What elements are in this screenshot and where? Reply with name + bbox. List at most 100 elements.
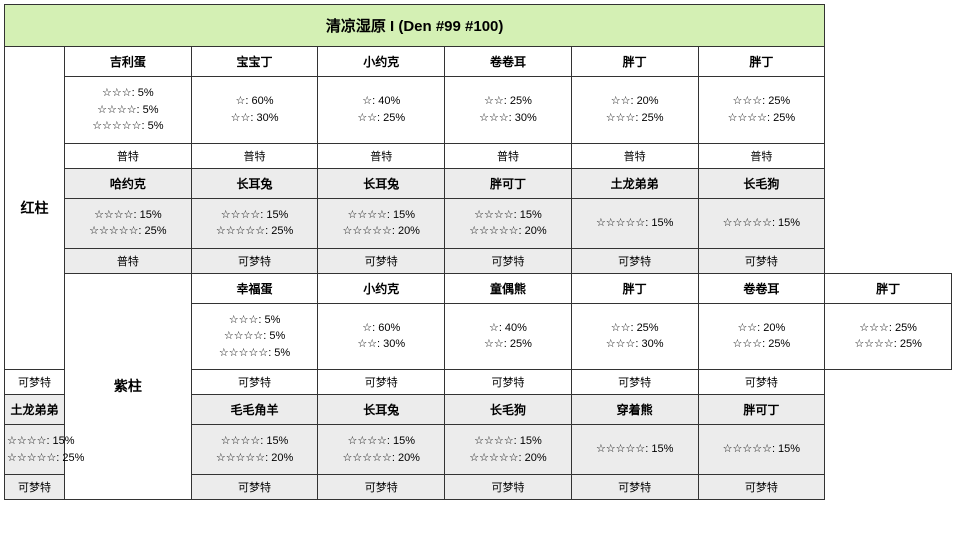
den-table: 清凉湿原 I (Den #99 #100)红柱吉利蛋宝宝丁小约克卷卷耳胖丁胖丁☆… <box>4 4 952 500</box>
pokemon-name: 童偶熊 <box>445 273 572 303</box>
pokemon-name: 吉利蛋 <box>65 47 192 77</box>
trait-cell: 普特 <box>571 143 698 168</box>
rate-cell: ☆: 60%☆☆: 30% <box>191 77 318 144</box>
pokemon-name: 长耳兔 <box>318 395 445 425</box>
rate-line: ☆☆☆☆: 5% <box>194 328 316 345</box>
rate-line: ☆☆☆: 30% <box>447 110 569 127</box>
rate-cell: ☆☆☆☆: 15%☆☆☆☆☆: 20% <box>191 425 318 475</box>
trait-cell: 可梦特 <box>445 475 572 500</box>
pillar-label: 红柱 <box>5 47 65 370</box>
rate-cell: ☆☆☆: 5%☆☆☆☆: 5%☆☆☆☆☆: 5% <box>191 303 318 370</box>
trait-cell: 可梦特 <box>571 248 698 273</box>
pokemon-name: 小约克 <box>318 47 445 77</box>
rate-line: ☆☆☆☆☆: 20% <box>447 450 569 467</box>
rate-line: ☆☆☆☆: 25% <box>827 336 949 353</box>
trait-cell: 可梦特 <box>318 475 445 500</box>
rate-cell: ☆: 60%☆☆: 30% <box>318 303 445 370</box>
rate-line: ☆☆: 30% <box>320 336 442 353</box>
pokemon-name: 穿着熊 <box>571 395 698 425</box>
pokemon-name: 幸福蛋 <box>191 273 318 303</box>
rate-cell: ☆☆☆☆: 15%☆☆☆☆☆: 25% <box>191 198 318 248</box>
rate-line: ☆☆☆: 25% <box>701 336 823 353</box>
rate-line: ☆☆☆: 25% <box>701 93 823 110</box>
trait-cell: 可梦特 <box>698 475 825 500</box>
rate-cell: ☆☆: 25%☆☆☆: 30% <box>571 303 698 370</box>
rate-line: ☆☆☆☆: 15% <box>194 433 316 450</box>
rate-cell: ☆☆☆☆☆: 15% <box>698 198 825 248</box>
rate-line: ☆☆: 20% <box>574 93 696 110</box>
rate-cell: ☆☆: 20%☆☆☆: 25% <box>698 303 825 370</box>
rate-line: ☆: 60% <box>320 320 442 337</box>
pokemon-name: 胖丁 <box>571 273 698 303</box>
trait-cell: 可梦特 <box>445 370 572 395</box>
trait-cell: 普特 <box>318 143 445 168</box>
rate-line: ☆☆: 30% <box>194 110 316 127</box>
rate-cell: ☆☆☆☆☆: 15% <box>571 198 698 248</box>
trait-cell: 可梦特 <box>191 248 318 273</box>
trait-cell: 普特 <box>65 143 192 168</box>
rate-line: ☆: 40% <box>447 320 569 337</box>
pokemon-name: 胖可丁 <box>445 168 572 198</box>
rate-line: ☆☆: 25% <box>447 93 569 110</box>
rate-line: ☆☆☆☆: 15% <box>67 207 189 224</box>
pokemon-name: 卷卷耳 <box>445 47 572 77</box>
rate-line: ☆☆☆☆: 15% <box>447 433 569 450</box>
trait-cell: 可梦特 <box>571 475 698 500</box>
trait-cell: 可梦特 <box>191 475 318 500</box>
rate-line: ☆☆☆: 30% <box>574 336 696 353</box>
rate-line: ☆☆☆☆☆: 20% <box>320 450 442 467</box>
rate-line: ☆☆: 25% <box>320 110 442 127</box>
pokemon-name: 土龙弟弟 <box>5 395 65 425</box>
pokemon-name: 卷卷耳 <box>698 273 825 303</box>
trait-cell: 可梦特 <box>318 370 445 395</box>
rate-cell: ☆☆☆: 25%☆☆☆☆: 25% <box>825 303 952 370</box>
rate-cell: ☆☆☆☆☆: 15% <box>571 425 698 475</box>
rate-line: ☆☆☆☆: 15% <box>7 433 62 450</box>
rate-line: ☆☆: 25% <box>447 336 569 353</box>
rate-line: ☆☆☆☆☆: 5% <box>67 118 189 135</box>
pokemon-name: 胖丁 <box>571 47 698 77</box>
pokemon-name: 长毛狗 <box>445 395 572 425</box>
pokemon-name: 长耳兔 <box>318 168 445 198</box>
rate-line: ☆☆☆☆☆: 20% <box>320 223 442 240</box>
table-title: 清凉湿原 I (Den #99 #100) <box>5 5 825 47</box>
rate-line: ☆: 40% <box>320 93 442 110</box>
rate-cell: ☆☆☆☆: 15%☆☆☆☆☆: 20% <box>445 198 572 248</box>
trait-cell: 普特 <box>191 143 318 168</box>
rate-line: ☆☆☆☆☆: 5% <box>194 345 316 362</box>
rate-cell: ☆☆☆☆: 15%☆☆☆☆☆: 20% <box>318 198 445 248</box>
rate-line: ☆☆☆: 25% <box>827 320 949 337</box>
rate-cell: ☆☆☆☆: 15%☆☆☆☆☆: 20% <box>318 425 445 475</box>
rate-cell: ☆☆☆☆: 15%☆☆☆☆☆: 20% <box>445 425 572 475</box>
trait-cell: 可梦特 <box>445 248 572 273</box>
rate-cell: ☆: 40%☆☆: 25% <box>318 77 445 144</box>
rate-line: ☆☆☆☆☆: 20% <box>447 223 569 240</box>
trait-cell: 普特 <box>698 143 825 168</box>
trait-cell: 可梦特 <box>191 370 318 395</box>
rate-line: ☆☆☆: 5% <box>67 85 189 102</box>
rate-cell: ☆☆☆: 25%☆☆☆☆: 25% <box>698 77 825 144</box>
pokemon-name: 长耳兔 <box>191 168 318 198</box>
pillar-label: 紫柱 <box>65 273 192 500</box>
trait-cell: 普特 <box>445 143 572 168</box>
rate-cell: ☆☆☆: 5%☆☆☆☆: 5%☆☆☆☆☆: 5% <box>65 77 192 144</box>
rate-line: ☆☆: 25% <box>574 320 696 337</box>
rate-line: ☆☆☆☆: 15% <box>320 433 442 450</box>
rate-line: ☆☆☆☆☆: 20% <box>194 450 316 467</box>
trait-cell: 可梦特 <box>698 248 825 273</box>
rate-line: ☆☆☆☆☆: 15% <box>574 215 696 232</box>
rate-cell: ☆☆☆☆☆: 15% <box>698 425 825 475</box>
pokemon-name: 胖可丁 <box>698 395 825 425</box>
pokemon-name: 胖丁 <box>698 47 825 77</box>
trait-cell: 普特 <box>65 248 192 273</box>
trait-cell: 可梦特 <box>698 370 825 395</box>
rate-cell: ☆: 40%☆☆: 25% <box>445 303 572 370</box>
rate-cell: ☆☆: 25%☆☆☆: 30% <box>445 77 572 144</box>
rate-line: ☆: 60% <box>194 93 316 110</box>
rate-line: ☆☆☆☆: 15% <box>194 207 316 224</box>
rate-line: ☆☆☆☆☆: 15% <box>701 215 823 232</box>
rate-line: ☆☆☆☆☆: 15% <box>574 441 696 458</box>
rate-line: ☆☆☆☆: 25% <box>701 110 823 127</box>
pokemon-name: 宝宝丁 <box>191 47 318 77</box>
pokemon-name: 胖丁 <box>825 273 952 303</box>
